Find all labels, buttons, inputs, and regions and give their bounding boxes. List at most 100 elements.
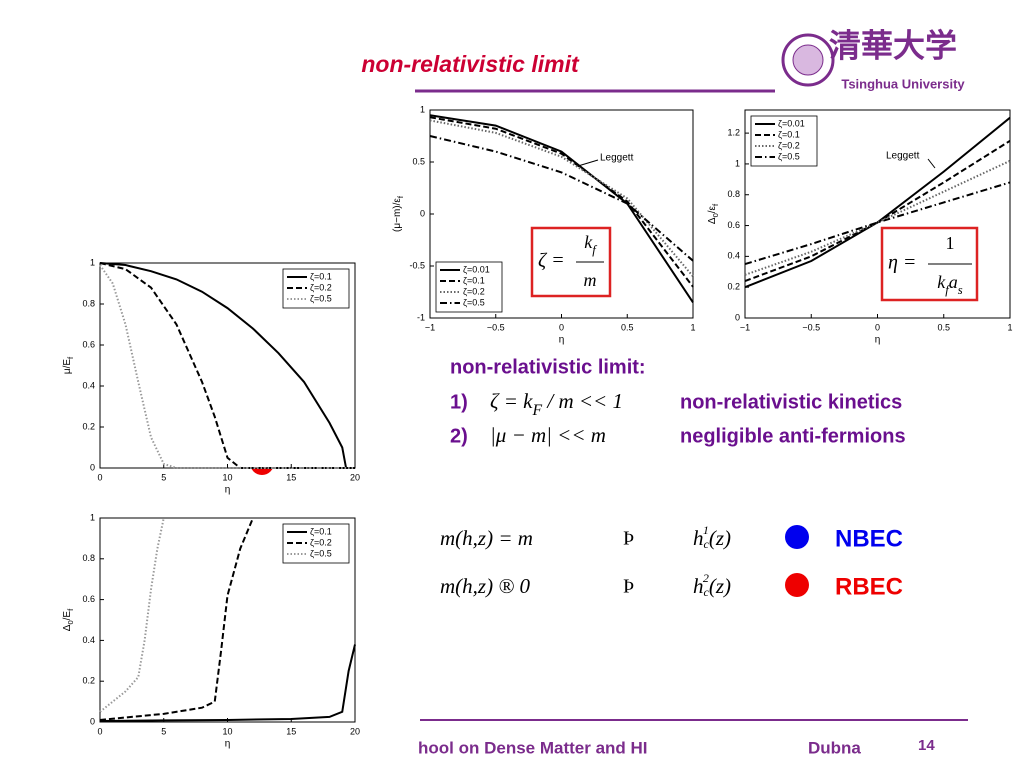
- legend-box: [282, 268, 350, 309]
- legend-label: ζ=0.5: [310, 293, 332, 303]
- item-number: 1): [450, 391, 468, 413]
- y-tick-label: 0.2: [82, 421, 95, 431]
- y-axis-label: Δ0/Ef: [62, 608, 76, 631]
- y-axis-label-part: /ε: [707, 205, 718, 213]
- x-tick-label: 15: [286, 472, 296, 482]
- y-tick-label: 0: [90, 716, 95, 726]
- y-axis-label-part: Δ: [62, 624, 73, 631]
- y-axis-label-part: f: [711, 203, 720, 206]
- y-tick-label: -0.5: [409, 260, 425, 270]
- legend-label: ζ=0.01: [778, 118, 805, 128]
- y-axis-label-part: Δ: [707, 217, 718, 224]
- curve: [99, 517, 254, 721]
- x-tick-label: −1: [740, 322, 750, 332]
- phase-condition: m(h,z) = m: [440, 526, 533, 550]
- y-axis-label-part: f: [396, 195, 405, 198]
- curve: [99, 262, 355, 469]
- y-tick-label: 0.2: [727, 282, 740, 292]
- formula-part: k: [584, 232, 593, 252]
- formula: kf: [584, 232, 597, 257]
- legend-label: ζ=0.2: [778, 140, 800, 150]
- formula: ζ =: [538, 250, 565, 272]
- legend-label: ζ=0.1: [310, 526, 332, 536]
- item-text: non-relativistic kinetics: [680, 391, 902, 413]
- legend-label: ζ=0.2: [310, 282, 332, 292]
- formula-part: (z): [709, 526, 731, 550]
- curve: [744, 139, 1011, 282]
- formula: m: [584, 270, 597, 290]
- y-axis-label: μ/Ef: [62, 356, 76, 374]
- formula: η =: [888, 252, 916, 274]
- y-axis-label-part: 0: [711, 213, 720, 217]
- item-text: negligible anti-fermions: [680, 425, 906, 447]
- curve: [99, 644, 356, 722]
- x-tick-label: 1: [690, 322, 695, 332]
- curve: [99, 517, 165, 713]
- y-tick-label: 0.8: [82, 553, 95, 563]
- logo-text: Tsinghua University: [841, 76, 965, 91]
- item-formula-part: F: [532, 402, 543, 419]
- x-tick-label: 1: [1007, 322, 1012, 332]
- x-tick-label: 15: [286, 726, 296, 736]
- y-tick-label: 0: [735, 312, 740, 322]
- y-tick-label: 0.4: [82, 380, 95, 390]
- formula-part: h: [693, 574, 704, 598]
- x-tick-label: 20: [350, 726, 360, 736]
- item-formula-part: / m << 1: [542, 389, 623, 413]
- y-tick-label: 0.2: [82, 676, 95, 686]
- formula: 1: [946, 233, 955, 253]
- x-axis-label: η: [225, 739, 231, 750]
- formula-part: f: [945, 283, 950, 297]
- formula-part: a: [949, 272, 958, 292]
- footer-place: Dubna: [808, 738, 861, 757]
- y-tick-label: 1: [420, 104, 425, 114]
- annotation-arrow: [577, 159, 599, 167]
- y-tick-label: 0.6: [82, 339, 95, 349]
- y-tick-label: 0: [90, 462, 95, 472]
- phase-dot: [785, 525, 809, 549]
- legend-label: ζ=0.01: [463, 264, 490, 274]
- y-tick-label: 1: [90, 257, 95, 267]
- item-formula: |μ − m| << m: [490, 423, 606, 447]
- x-tick-label: 0: [875, 322, 880, 332]
- x-axis-label: η: [875, 335, 881, 346]
- y-tick-label: 0.4: [727, 251, 740, 261]
- logo-chinese: 清華大学: [829, 27, 957, 63]
- phase-line: hc1(z): [693, 523, 731, 551]
- curve: [429, 119, 694, 278]
- legend-label: ζ=0.1: [310, 271, 332, 281]
- formula-part: c: [704, 537, 710, 551]
- y-tick-label: 1: [90, 512, 95, 522]
- formula-part: c: [704, 585, 710, 599]
- phase-condition: m(h,z) ® 0: [440, 574, 531, 598]
- curve: [744, 181, 1011, 266]
- y-tick-label: 0.6: [727, 220, 740, 230]
- phase-line: hc2(z): [693, 571, 731, 599]
- legend-label: ζ=0.1: [778, 129, 800, 139]
- y-axis-label: Δ0/εf: [707, 203, 721, 224]
- curve: [429, 114, 694, 303]
- phase-label: RBEC: [835, 573, 903, 600]
- phase-dot: [785, 573, 809, 597]
- y-axis-label-part: (μ−m)/ε: [392, 198, 403, 232]
- y-tick-label: 1.2: [727, 127, 740, 137]
- slide-title: non-relativistic limit: [361, 51, 580, 77]
- x-axis-label: η: [559, 335, 565, 346]
- formula-part: 2: [703, 571, 709, 585]
- y-tick-label: 0.6: [82, 594, 95, 604]
- legend-box: [282, 523, 350, 564]
- x-tick-label: 0.5: [621, 322, 634, 332]
- y-tick-label: 1: [735, 158, 740, 168]
- item-number: 2): [450, 425, 468, 447]
- x-tick-label: 0: [97, 726, 102, 736]
- legend-label: ζ=0.1: [463, 275, 485, 285]
- x-tick-label: 0: [97, 472, 102, 482]
- annotation-arrow: [927, 158, 936, 169]
- formula-part: 1: [703, 523, 709, 537]
- formula-part: f: [592, 243, 597, 257]
- x-tick-label: 0: [559, 322, 564, 332]
- x-tick-label: −0.5: [802, 322, 820, 332]
- formula: kfas: [937, 272, 963, 297]
